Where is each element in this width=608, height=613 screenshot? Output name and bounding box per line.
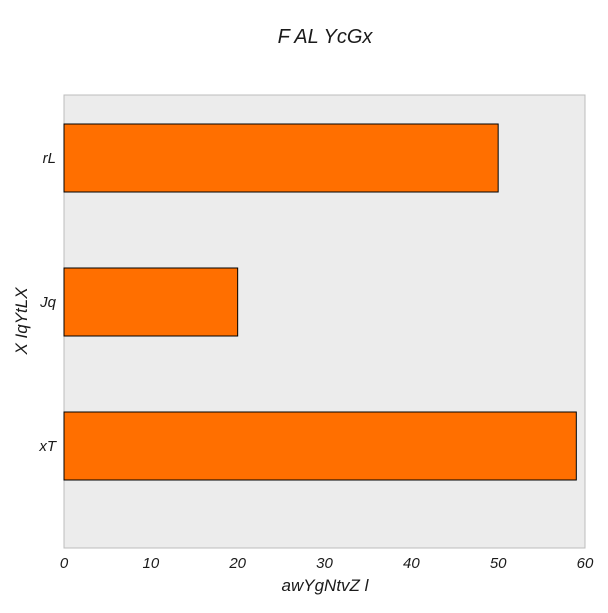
x-tick-label-30: 30 [316,555,333,572]
y-tick-labels: rL Jq xT [38,150,58,455]
bars-group [63,123,577,481]
bar-xT [63,411,577,481]
chart-title: F AL YcGx [278,26,374,48]
x-tick-label-60: 60 [577,555,594,572]
x-tick-label-0: 0 [60,555,69,572]
y-tick-label-rL: rL [43,150,56,167]
x-tick-labels: 0 10 20 30 40 50 60 [60,555,594,572]
x-tick-label-40: 40 [403,555,420,572]
x-tick-label-20: 20 [228,555,246,572]
x-tick-label-10: 10 [142,555,159,572]
bar-Jq [63,267,239,337]
bar-rL [63,123,499,193]
y-tick-label-xT: xT [38,438,58,455]
y-tick-label-Jq: Jq [39,294,57,311]
y-axis-label: X IqYtLX [12,287,31,356]
x-axis-label: awYgNtvZ l [282,576,370,595]
x-tick-label-50: 50 [490,555,507,572]
